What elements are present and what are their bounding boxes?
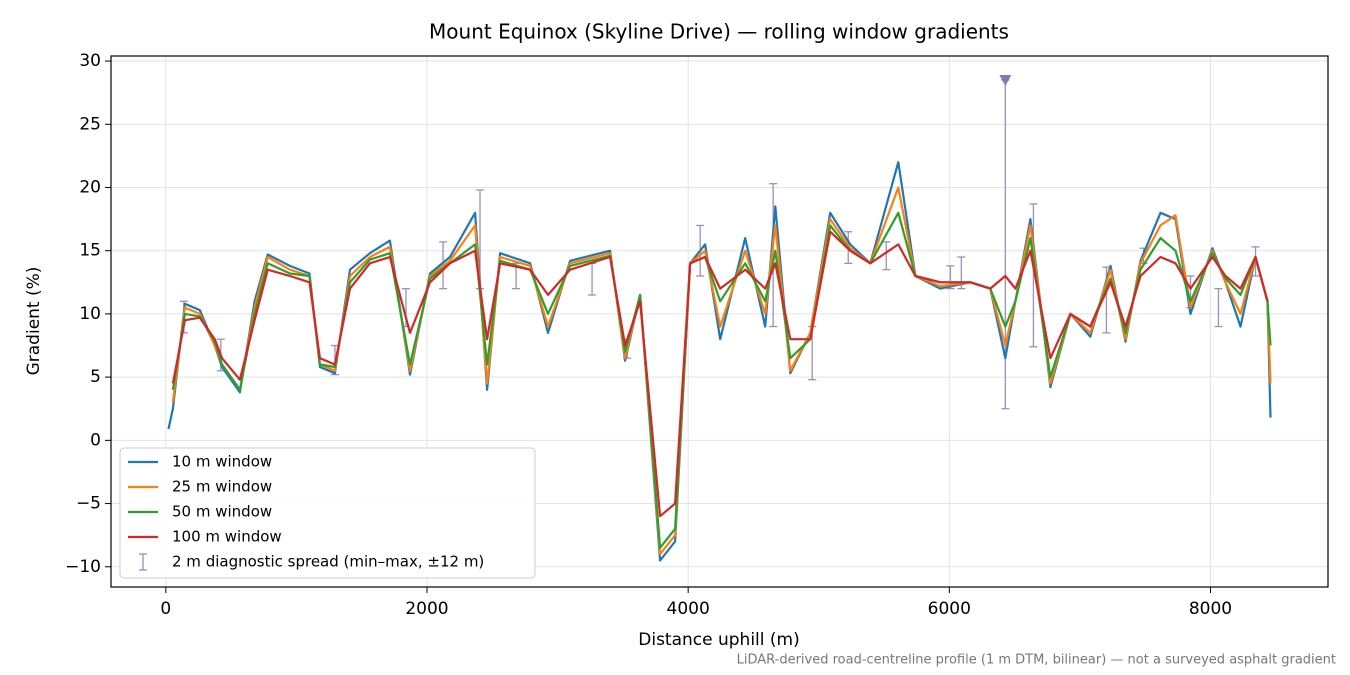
legend: 10 m window 25 m window 50 m window 100 m w…	[119, 447, 536, 579]
error-bar	[769, 183, 778, 328]
error-bar	[1029, 203, 1038, 348]
legend-label: 50 m window	[172, 503, 272, 521]
x-tick-label: 4000	[667, 599, 710, 619]
outlier-marker	[999, 75, 1012, 87]
y-tick-label: 0	[90, 430, 101, 450]
y-tick-label: 15	[79, 241, 101, 261]
y-tick-label: 10	[79, 304, 101, 324]
legend-label: 25 m window	[172, 478, 272, 496]
error-bar	[588, 262, 597, 296]
y-tick-label: 20	[79, 177, 101, 197]
y-tick-label: 25	[79, 114, 101, 134]
x-tick-label: 2000	[405, 599, 448, 619]
error-bar	[882, 241, 891, 271]
chart-title: Mount Equinox (Skyline Drive) — rolling …	[429, 20, 1009, 44]
y-axis-label: Gradient (%)	[24, 267, 44, 376]
y-tick-label: 30	[79, 51, 101, 71]
legend-label: 2 m diagnostic spread (min–max, ±12 m)	[172, 553, 484, 571]
error-bar	[1214, 287, 1223, 328]
x-axis-label: Distance uphill (m)	[638, 630, 799, 650]
plot-frame	[110, 55, 1329, 588]
legend-label: 100 m window	[172, 528, 282, 546]
y-tick-label: −10	[65, 557, 101, 577]
x-tick-label: 0	[160, 599, 171, 619]
y-tick-label: −5	[76, 494, 101, 514]
legend-label: 10 m window	[172, 453, 272, 471]
series-line	[171, 230, 1269, 518]
legend-box	[119, 447, 536, 579]
footnote: LiDAR-derived road-centreline profile (1…	[737, 653, 1336, 668]
y-tick-label: 5	[90, 367, 101, 387]
x-tick-label: 6000	[928, 599, 971, 619]
x-tick-label: 8000	[1189, 599, 1232, 619]
